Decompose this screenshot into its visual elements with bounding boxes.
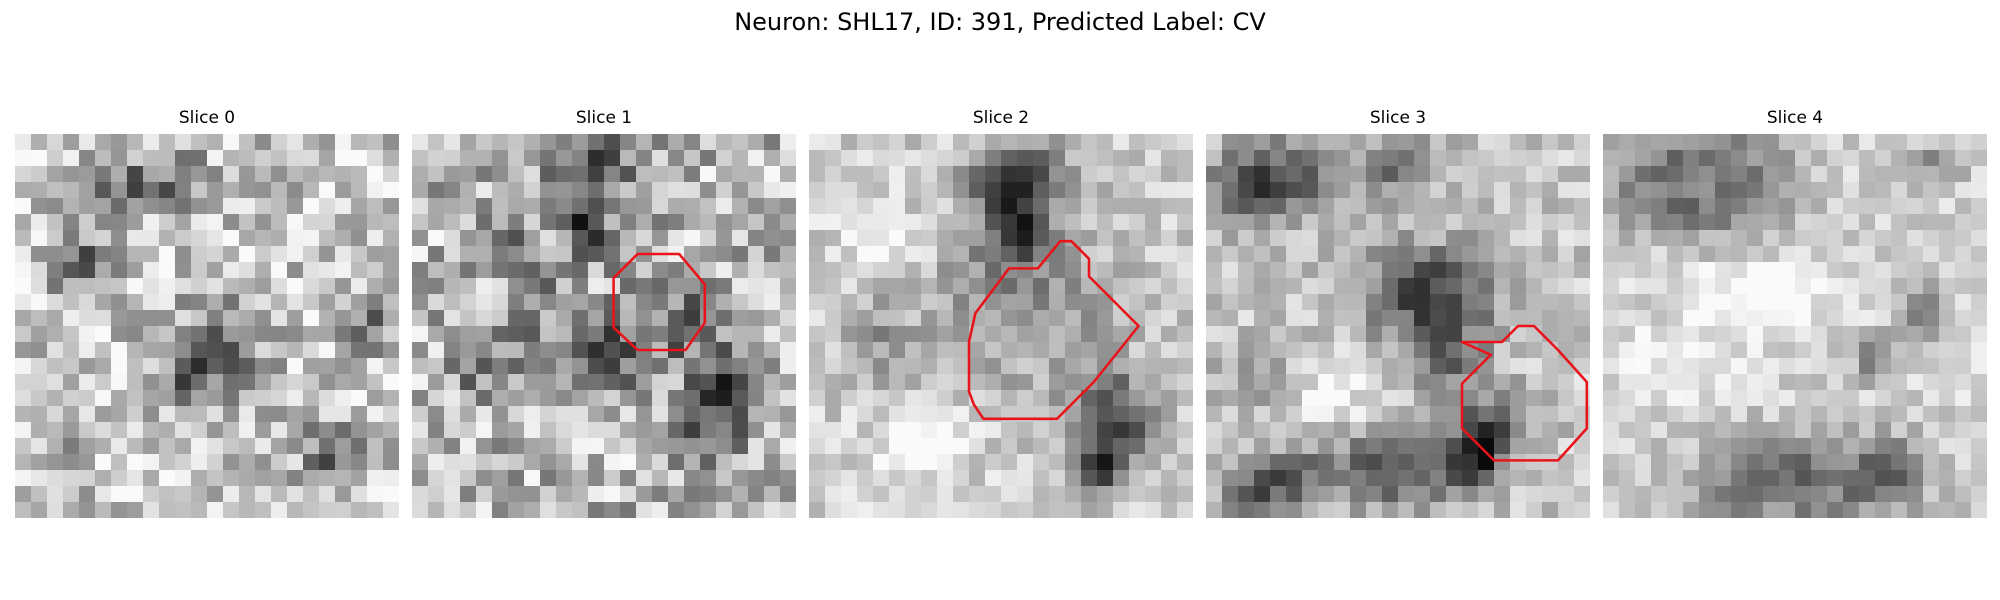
slice-panel-4: Slice 4 xyxy=(1603,106,1987,518)
slice-title: Slice 1 xyxy=(575,108,633,128)
slice-image xyxy=(809,134,1193,518)
pixel-grid xyxy=(809,134,1193,518)
roi-contour xyxy=(1460,324,1589,462)
slice-title: Slice 3 xyxy=(1369,108,1427,128)
slice-panel-2: Slice 2 xyxy=(809,106,1193,518)
pixel-grid xyxy=(1206,134,1590,518)
pixel-grid xyxy=(15,134,399,518)
slice-panel-1: Slice 1 xyxy=(412,106,796,518)
pixel-grid xyxy=(412,134,796,518)
slice-image xyxy=(1603,134,1987,518)
slice-title: Slice 4 xyxy=(1766,108,1824,128)
slice-image xyxy=(412,134,796,518)
slice-image xyxy=(1206,134,1590,518)
slice-panel-3: Slice 3 xyxy=(1206,106,1590,518)
slice-title: Slice 2 xyxy=(972,108,1030,128)
roi-contour xyxy=(612,252,707,352)
pixel-grid xyxy=(1603,134,1987,518)
slice-image xyxy=(15,134,399,518)
slice-title: Slice 0 xyxy=(178,108,236,128)
roi-contour xyxy=(967,239,1140,421)
slice-panel-0: Slice 0 xyxy=(15,106,399,518)
figure-title: Neuron: SHL17, ID: 391, Predicted Label:… xyxy=(734,8,1266,36)
